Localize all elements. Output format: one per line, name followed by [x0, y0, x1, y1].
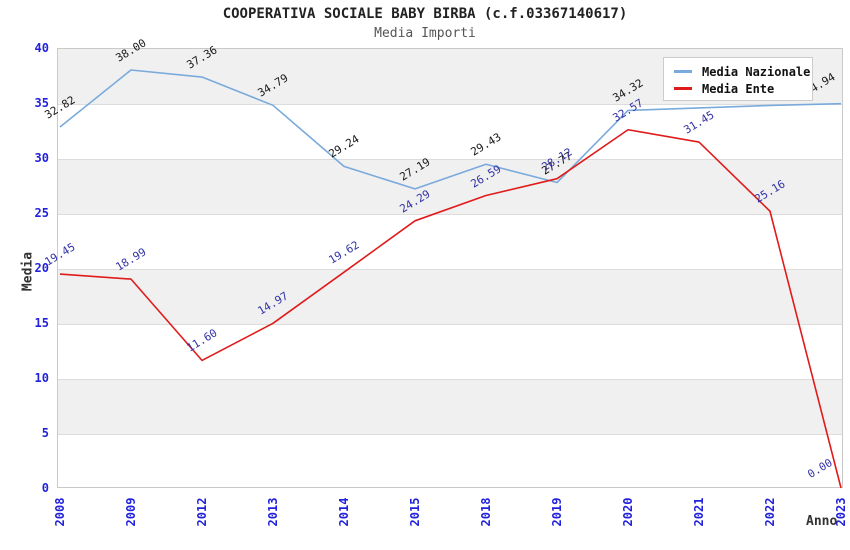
y-tick-10: 10	[34, 371, 49, 385]
x-tick-2020: 2020	[621, 497, 635, 527]
legend-item-media-ente: Media Ente	[674, 80, 804, 97]
x-axis-title: Anno	[806, 514, 838, 529]
y-tick-40: 40	[34, 41, 49, 55]
gridline	[58, 104, 842, 105]
y-tick-35: 35	[34, 96, 49, 110]
background-band	[58, 269, 842, 324]
y-tick-0: 0	[41, 481, 49, 495]
x-tick-2013: 2013	[266, 497, 280, 527]
x-tick-2014: 2014	[337, 497, 351, 527]
gridline	[58, 269, 842, 270]
gridline	[58, 159, 842, 160]
gridline	[58, 434, 842, 435]
y-axis-title: Media	[20, 251, 36, 292]
x-tick-2015: 2015	[408, 497, 422, 527]
y-tick-25: 25	[34, 206, 49, 220]
x-tick-2019: 2019	[550, 497, 564, 527]
y-tick-5: 5	[41, 426, 49, 440]
chart-subtitle: Media Importi	[374, 26, 476, 41]
x-tick-2021: 2021	[692, 497, 706, 527]
gridline	[58, 324, 842, 325]
gridline	[58, 214, 842, 215]
x-tick-2018: 2018	[479, 497, 493, 527]
background-band	[58, 159, 842, 214]
chart-title: COOPERATIVA SOCIALE BABY BIRBA (c.f.0336…	[222, 6, 628, 22]
legend-label: Media Nazionale	[702, 64, 811, 79]
y-tick-30: 30	[34, 151, 49, 165]
media-ente-line-swatch-icon	[674, 87, 692, 90]
legend: Media Nazionale Media Ente	[663, 57, 813, 101]
y-tick-15: 15	[34, 316, 49, 330]
media-nazionale-line-swatch-icon	[674, 70, 692, 73]
legend-item-media-nazionale: Media Nazionale	[674, 63, 810, 80]
x-tick-2012: 2012	[195, 497, 209, 527]
x-tick-2009: 2009	[124, 497, 138, 527]
gridline	[58, 379, 842, 380]
x-tick-2022: 2022	[763, 497, 777, 527]
y-tick-20: 20	[34, 261, 49, 275]
background-band	[58, 379, 842, 434]
x-tick-2008: 2008	[53, 497, 67, 527]
legend-label: Media Ente	[702, 81, 775, 96]
plot-area	[57, 48, 843, 488]
